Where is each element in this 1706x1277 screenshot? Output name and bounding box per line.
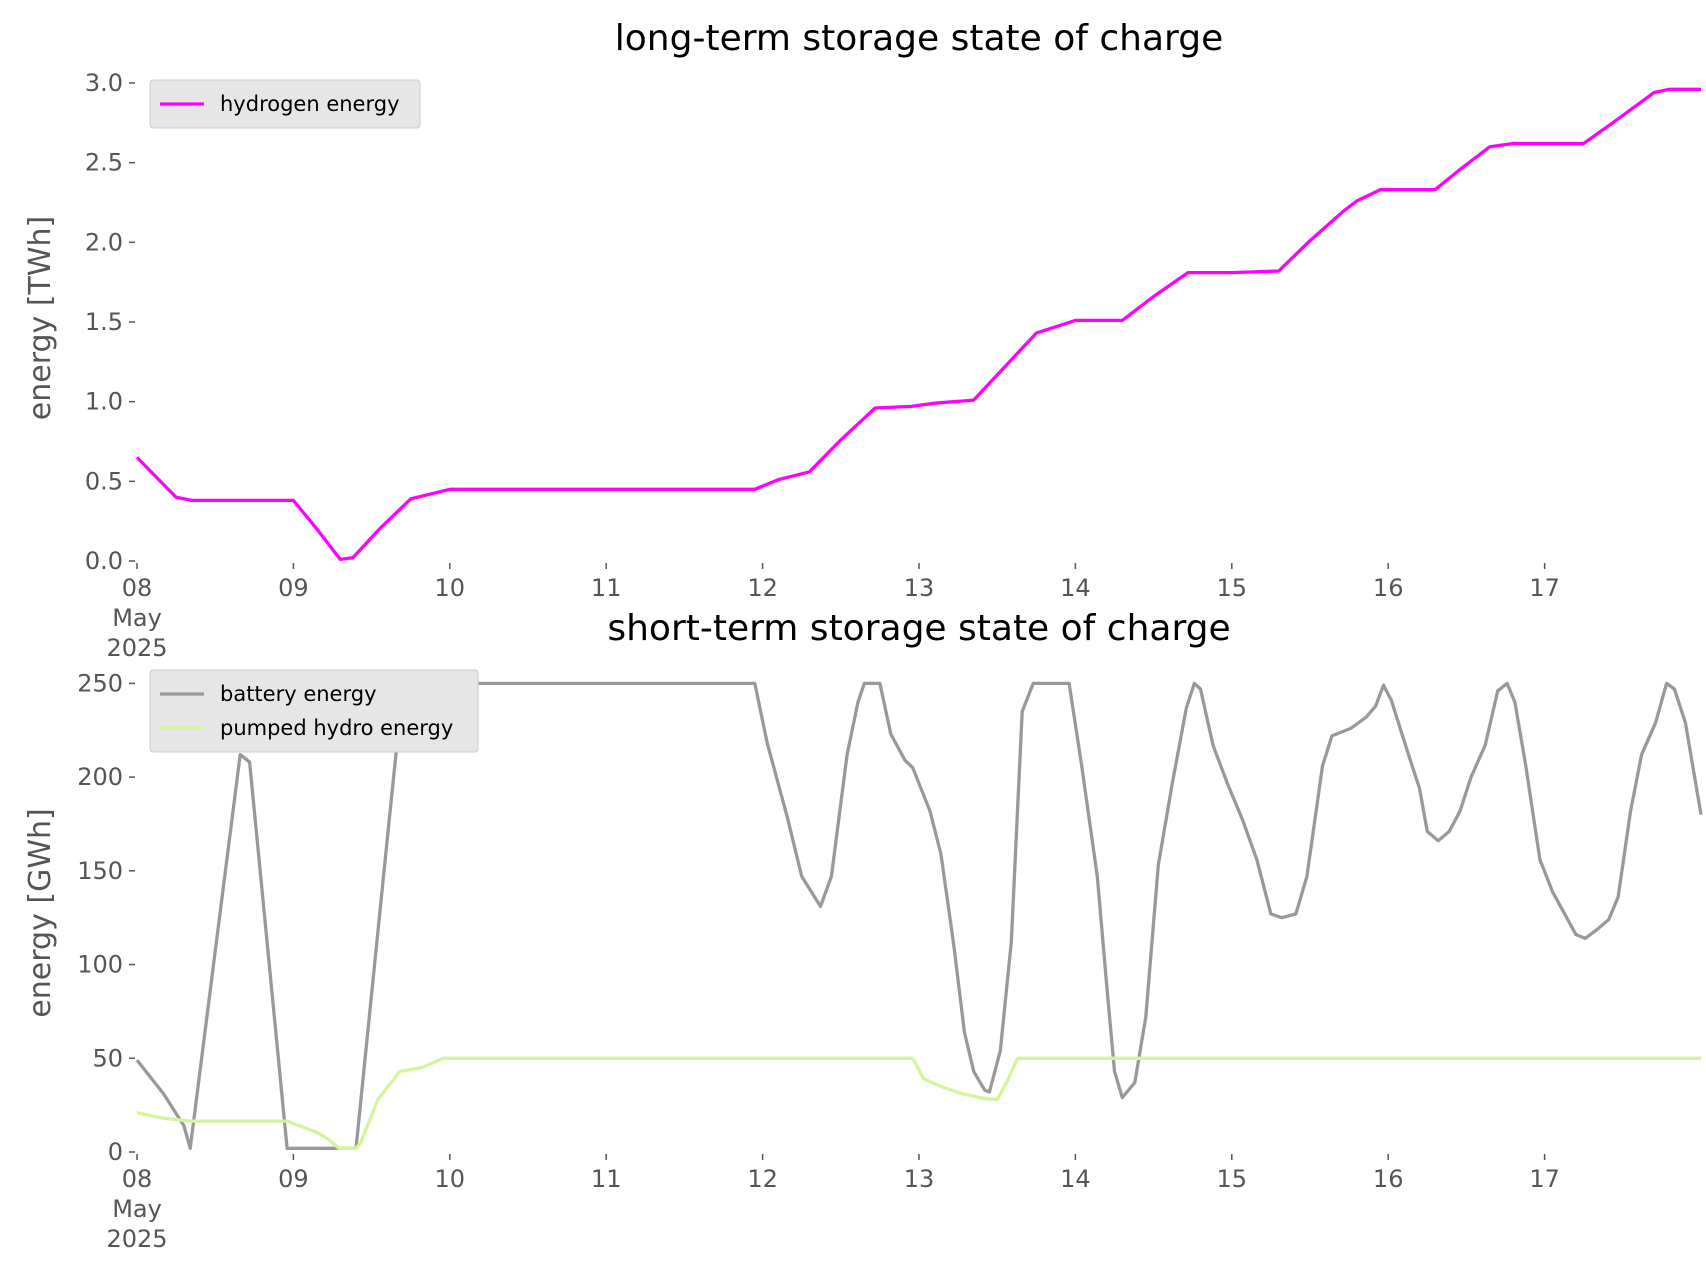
x-tick-label: 11 — [591, 574, 622, 602]
x-tick-label: 16 — [1373, 1165, 1404, 1193]
x-tick-label: 14 — [1060, 574, 1091, 602]
x-tick-label: 08 May 2025 — [106, 1165, 167, 1253]
x-tick-label: 08 May 2025 — [106, 574, 167, 662]
y-axis-label: energy [GWh] — [23, 808, 58, 1017]
y-tick-label: 0 — [108, 1138, 123, 1166]
legend-box — [149, 79, 421, 129]
x-tick-label: 10 — [435, 574, 466, 602]
x-tick-label: 15 — [1217, 574, 1248, 602]
chart-title: short-term storage state of charge — [607, 608, 1230, 649]
x-tick-label: 15 — [1217, 1165, 1248, 1193]
y-axis-label: energy [TWh] — [23, 216, 58, 420]
y-tick-label: 2.5 — [85, 149, 123, 177]
y-tick-label: 200 — [77, 763, 123, 791]
series-line — [136, 1056, 1701, 1150]
legend-label: pumped hydro energy — [220, 716, 453, 740]
x-tick-label: 09 — [278, 1165, 309, 1193]
x-tick-label: 12 — [747, 574, 778, 602]
series-line — [135, 681, 1703, 1150]
y-tick-label: 1.0 — [85, 388, 123, 416]
chart-title: long-term storage state of charge — [615, 18, 1223, 59]
y-tick-label: 100 — [77, 951, 123, 979]
x-tick-label: 11 — [591, 1165, 622, 1193]
y-tick-label: 2.0 — [85, 228, 123, 256]
x-tick-label: 12 — [747, 1165, 778, 1193]
x-tick-label: 16 — [1373, 574, 1404, 602]
x-tick-label: 09 — [278, 574, 309, 602]
y-tick-label: 1.5 — [85, 308, 123, 336]
y-tick-label: 0.0 — [85, 547, 123, 575]
y-tick-label: 50 — [92, 1044, 123, 1072]
x-tick-label: 13 — [904, 1165, 935, 1193]
x-tick-label: 10 — [435, 1165, 466, 1193]
y-tick-label: 250 — [77, 669, 123, 697]
legend-label: hydrogen energy — [220, 92, 400, 116]
x-tick-label: 17 — [1529, 1165, 1560, 1193]
y-tick-label: 3.0 — [85, 69, 123, 97]
y-tick-label: 0.5 — [85, 467, 123, 495]
series-line — [135, 87, 1701, 562]
y-tick-label: 150 — [77, 857, 123, 885]
legend-label: battery energy — [220, 682, 377, 706]
x-tick-label: 13 — [904, 574, 935, 602]
x-tick-label: 14 — [1060, 1165, 1091, 1193]
x-tick-label: 17 — [1529, 574, 1560, 602]
legend-box — [149, 669, 479, 753]
